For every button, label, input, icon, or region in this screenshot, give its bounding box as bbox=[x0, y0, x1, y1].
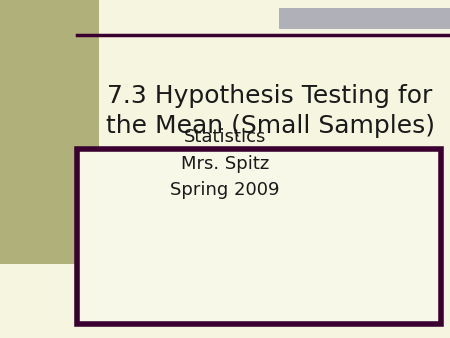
Bar bbox=[0, 0, 99, 264]
Text: Statistics
Mrs. Spitz
Spring 2009: Statistics Mrs. Spitz Spring 2009 bbox=[170, 128, 280, 199]
Bar bbox=[279, 8, 450, 29]
Bar bbox=[76, 149, 441, 324]
Text: 7.3 Hypothesis Testing for
the Mean (Small Samples): 7.3 Hypothesis Testing for the Mean (Sma… bbox=[105, 84, 435, 138]
